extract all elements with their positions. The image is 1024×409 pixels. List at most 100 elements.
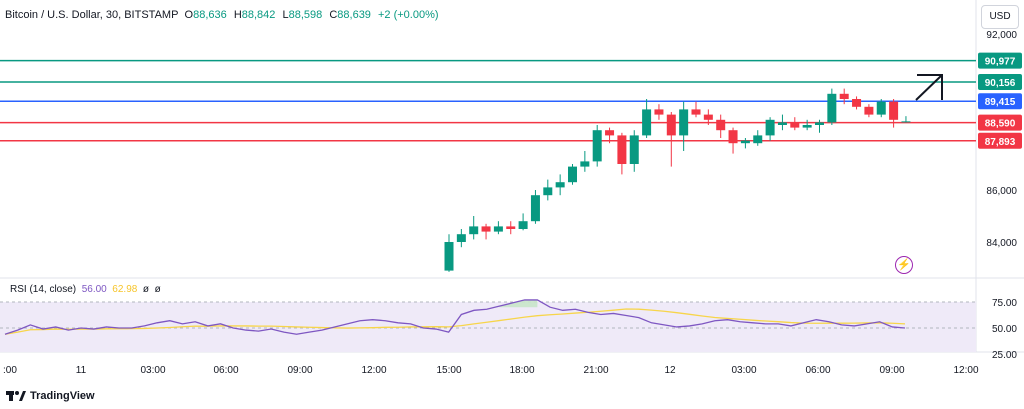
low-label: L [282, 9, 289, 21]
candle-down [839, 93, 849, 99]
time-tick-label: 06:00 [805, 365, 830, 376]
open-label: O [184, 9, 194, 21]
level-tag-resistance [978, 73, 1022, 90]
candle-up [753, 135, 763, 144]
level-label: 89,415 [985, 97, 1016, 108]
candle-up [580, 161, 590, 167]
level-label: 90,977 [985, 57, 1016, 68]
symbol-name[interactable]: Bitcoin / U.S. Dollar, 30, BITSTAMP [5, 9, 179, 21]
trend-arrow-icon [915, 74, 943, 101]
tradingview-logo-icon [6, 391, 26, 401]
candle-down [703, 114, 713, 120]
time-tick-label: 12 [664, 365, 676, 376]
candle-up [444, 242, 454, 271]
rsi-tick-label: 75.00 [992, 298, 1017, 309]
time-tick-label: 12:00 [361, 365, 386, 376]
rsi-line [4, 299, 906, 335]
level-tag-pivot [978, 93, 1022, 110]
candle-up [802, 125, 812, 128]
candle-down [691, 109, 701, 115]
time-tick-label: 21:00 [583, 365, 608, 376]
candle-up [777, 122, 787, 125]
open-value: 88,636 [193, 9, 227, 21]
rsi-overbought-fill [499, 299, 538, 308]
low-value: 88,598 [288, 9, 323, 21]
candle-up [642, 109, 652, 136]
candle-down [506, 226, 516, 229]
rsi-tick-label: 25.00 [992, 350, 1017, 361]
rsi-ma-line [4, 308, 906, 335]
level-label: 88,590 [985, 119, 1016, 130]
candle-down [666, 114, 676, 136]
candle-down [864, 106, 874, 115]
rsi-ma-value: 62.98 [112, 284, 138, 295]
rsi-pane: 75.00 50.00 25.00 [0, 298, 1017, 361]
candle-down [605, 130, 615, 136]
time-tick-label: :00 [3, 365, 17, 376]
candle-up [518, 221, 528, 229]
rsi-label: RSI (14, close) [10, 284, 77, 295]
high-value: 88,842 [241, 9, 276, 21]
time-tick-label: 18:00 [509, 365, 534, 376]
close-value: 88,639 [337, 9, 371, 21]
axes: 92,000 86,000 84,000 :00 11 03:00 06:00 09:00 12… [3, 30, 1017, 376]
rsi-extra-2: ø [154, 284, 161, 295]
tradingview-brand[interactable]: TradingView [6, 390, 95, 402]
rsi-tick-label: 50.00 [992, 324, 1017, 335]
candle-down [790, 122, 800, 128]
candle-down [889, 101, 899, 120]
candle-up [456, 234, 466, 242]
flash-icon[interactable]: ⚡ [895, 256, 913, 274]
time-tick-label: 12:00 [953, 365, 978, 376]
time-tick-label: 09:00 [879, 365, 904, 376]
currency-button[interactable]: USD [981, 5, 1019, 29]
price-levels: 90,977 90,156 89,415 88,590 87,893 [0, 52, 1022, 149]
time-tick-label: 11 [76, 365, 87, 376]
level-tag-support [978, 114, 1022, 131]
candle-down [481, 226, 491, 232]
price-pane[interactable] [0, 0, 976, 278]
time-tick-label: 06:00 [213, 365, 238, 376]
candle-up [765, 119, 775, 136]
level-tag-support [978, 132, 1022, 149]
rsi-band [0, 302, 976, 352]
price-tick-label: 86,000 [986, 186, 1017, 197]
close-label: C [329, 9, 338, 21]
price-tick-label: 92,000 [986, 30, 1017, 41]
time-tick-label: 03:00 [140, 365, 165, 376]
candle-down [716, 119, 726, 131]
candle-up [530, 195, 540, 222]
rsi-extra-1: ø [142, 284, 149, 295]
time-tick-label: 03:00 [731, 365, 756, 376]
level-tag-resistance [978, 52, 1022, 69]
level-label: 90,156 [985, 78, 1016, 89]
candle-up [827, 93, 837, 123]
candle-down [654, 109, 664, 115]
high-label: H [233, 9, 242, 21]
brand-name: TradingView [30, 390, 95, 402]
candle-up [592, 130, 602, 162]
price-tick-label: 84,000 [986, 238, 1017, 249]
time-tick-label: 09:00 [287, 365, 312, 376]
candle-up [469, 226, 479, 235]
candle-up [629, 135, 639, 164]
candle-down [728, 130, 738, 144]
candle-up [740, 140, 750, 144]
time-tick-label: 15:00 [436, 365, 461, 376]
candle-up [493, 226, 503, 232]
candle-up [901, 121, 911, 123]
rsi-value: 56.00 [81, 284, 107, 295]
level-label: 87,893 [985, 137, 1016, 148]
symbol-legend: Bitcoin / U.S. Dollar, 30, BITSTAMP O88,… [5, 9, 443, 21]
candle-up [679, 109, 689, 136]
candle-down [617, 135, 627, 164]
candlestick-series [444, 88, 911, 272]
candle-up [555, 182, 565, 188]
candle-up [876, 101, 886, 115]
candle-up [543, 187, 553, 196]
candle-up [568, 166, 577, 183]
change-value: +2 (+0.00%) [378, 9, 439, 21]
candle-up [815, 122, 824, 125]
rsi-legend[interactable]: RSI (14, close) 56.00 62.98 ø ø [10, 284, 161, 295]
